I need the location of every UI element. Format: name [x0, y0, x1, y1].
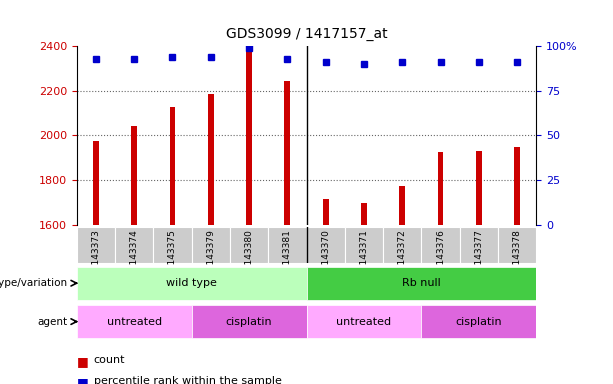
Bar: [306, 227, 345, 263]
Bar: [284, 81, 290, 225]
Bar: [268, 227, 306, 263]
Text: cisplatin: cisplatin: [455, 316, 502, 327]
Text: cisplatin: cisplatin: [226, 316, 272, 327]
Bar: [476, 151, 482, 225]
Bar: [170, 108, 175, 225]
Text: GSM143372: GSM143372: [398, 230, 407, 284]
Text: GSM143378: GSM143378: [512, 230, 522, 285]
Bar: [361, 204, 367, 225]
Text: GSM143377: GSM143377: [474, 230, 484, 285]
Text: GSM143381: GSM143381: [283, 230, 292, 285]
Text: GSM143371: GSM143371: [359, 230, 368, 285]
Bar: [400, 185, 405, 225]
Title: GDS3099 / 1417157_at: GDS3099 / 1417157_at: [226, 27, 387, 41]
Bar: [93, 141, 99, 225]
Bar: [77, 305, 191, 338]
Text: GSM143370: GSM143370: [321, 230, 330, 285]
Bar: [191, 227, 230, 263]
Bar: [191, 305, 306, 338]
Bar: [153, 227, 191, 263]
Text: untreated: untreated: [337, 316, 392, 327]
Bar: [131, 126, 137, 225]
Bar: [77, 227, 115, 263]
Text: ■: ■: [77, 376, 88, 384]
Bar: [438, 152, 443, 225]
Text: percentile rank within the sample: percentile rank within the sample: [94, 376, 281, 384]
Text: GSM143373: GSM143373: [91, 230, 101, 285]
Text: GSM143380: GSM143380: [245, 230, 254, 285]
Bar: [422, 227, 460, 263]
Bar: [208, 94, 213, 225]
Text: Rb null: Rb null: [402, 278, 441, 288]
Text: GSM143374: GSM143374: [129, 230, 139, 284]
Text: GSM143376: GSM143376: [436, 230, 445, 285]
Text: untreated: untreated: [107, 316, 162, 327]
Bar: [345, 227, 383, 263]
Bar: [422, 305, 536, 338]
Text: GSM143379: GSM143379: [206, 230, 215, 285]
Bar: [115, 227, 153, 263]
Bar: [306, 267, 536, 300]
Bar: [498, 227, 536, 263]
Text: GSM143375: GSM143375: [168, 230, 177, 285]
Text: wild type: wild type: [166, 278, 217, 288]
Bar: [383, 227, 422, 263]
Bar: [323, 199, 329, 225]
Bar: [306, 305, 422, 338]
Bar: [230, 227, 268, 263]
Bar: [246, 48, 252, 225]
Text: ■: ■: [77, 355, 88, 368]
Bar: [77, 267, 306, 300]
Text: genotype/variation: genotype/variation: [0, 278, 67, 288]
Text: agent: agent: [37, 316, 67, 327]
Bar: [514, 147, 520, 225]
Bar: [460, 227, 498, 263]
Text: count: count: [94, 355, 125, 365]
